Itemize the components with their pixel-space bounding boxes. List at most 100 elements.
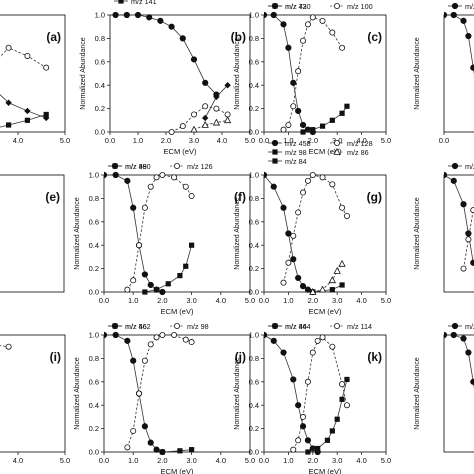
x-tick-label: 4.0 <box>356 456 366 465</box>
data-point <box>285 121 292 128</box>
data-point <box>339 204 346 211</box>
series-line <box>104 174 163 293</box>
data-point <box>470 64 474 71</box>
legend-label: m/z 86 <box>347 148 369 157</box>
panel-label: (g) <box>367 190 382 204</box>
x-tick-label: 4.0 <box>216 296 226 305</box>
data-point <box>318 285 327 293</box>
series-line <box>104 334 163 453</box>
legend-label: m/z 114 <box>347 322 372 331</box>
panel-label: (a) <box>46 30 61 44</box>
data-point <box>134 11 142 19</box>
x-axis-title: ECM (eV) <box>309 307 342 316</box>
data-point <box>213 93 220 101</box>
legend-label: m/z 98 <box>125 162 147 171</box>
y-axis-title: Normalized Abundance <box>414 357 421 429</box>
data-point <box>141 271 148 278</box>
y-axis-title: Normalized Abundance <box>234 357 241 429</box>
data-point <box>319 334 326 341</box>
data-point <box>290 446 297 453</box>
data-point <box>310 127 316 133</box>
plot-frame <box>263 14 387 133</box>
legend-label: m/z 100 <box>347 2 373 11</box>
series-line <box>127 174 192 290</box>
data-point <box>304 378 311 385</box>
legend-entry-marker <box>272 323 278 329</box>
data-point <box>182 336 189 343</box>
data-point <box>304 177 311 184</box>
y-tick-label: 1.0 <box>89 171 99 180</box>
x-tick-label: 0.0 <box>99 296 109 305</box>
y-tick-label: 0.2 <box>89 264 99 273</box>
data-point <box>146 14 153 21</box>
x-tick-label: 3.0 <box>332 456 342 465</box>
plot-area <box>264 331 350 456</box>
data-point <box>24 52 31 59</box>
data-point <box>299 121 307 129</box>
data-point <box>141 204 148 211</box>
data-point <box>147 281 154 289</box>
y-tick-label: 0.2 <box>249 104 259 113</box>
data-point <box>329 428 335 434</box>
legend-label: m/z 126 <box>187 162 213 171</box>
x-tick-label: 0.0 <box>259 136 269 145</box>
legend-label: m/z 478 <box>465 322 474 331</box>
data-point <box>264 171 268 179</box>
x-tick-label: 5.0 <box>245 296 255 305</box>
data-point <box>190 125 198 133</box>
plot-frame <box>0 174 65 293</box>
data-point <box>188 339 195 346</box>
x-tick-label: 1.0 <box>283 296 293 305</box>
data-point <box>460 201 467 208</box>
data-point <box>339 396 345 402</box>
legend-label: m/z 98 <box>285 148 307 157</box>
data-point <box>165 281 171 287</box>
data-point <box>212 118 221 126</box>
data-point <box>290 79 297 86</box>
series-line <box>193 119 228 131</box>
plot-frame <box>263 334 387 453</box>
data-point <box>190 111 197 118</box>
data-point <box>168 128 175 135</box>
data-point <box>470 207 474 214</box>
y-tick-label: 0.6 <box>89 377 99 386</box>
legend-entry-marker <box>333 322 340 329</box>
y-tick-label: 1.0 <box>89 331 99 340</box>
series-line <box>292 336 348 450</box>
legend-entry-marker <box>272 158 278 164</box>
data-point <box>339 282 345 288</box>
data-point <box>304 286 312 293</box>
series-line <box>444 174 474 267</box>
x-tick-label: 4.0 <box>13 136 23 145</box>
data-point <box>319 174 326 181</box>
data-point <box>333 266 341 274</box>
x-tick-label: 4.0 <box>216 456 226 465</box>
data-point <box>43 111 49 118</box>
data-point <box>104 171 108 179</box>
y-tick-label: 0.0 <box>89 288 99 297</box>
panel-label: (f) <box>234 190 246 204</box>
y-axis-title: Normalized Abundance <box>414 197 421 269</box>
y-axis-title: Normalized Abundance <box>80 37 87 109</box>
y-tick-label: 0.8 <box>89 354 99 363</box>
legend-label: m/z 490 <box>125 162 151 171</box>
data-point <box>159 331 166 338</box>
data-point <box>270 11 277 19</box>
x-tick-label: 3.0 <box>189 136 199 145</box>
y-tick-label: 0.8 <box>249 354 259 363</box>
plot-area <box>104 331 195 456</box>
data-point <box>319 123 326 129</box>
legend-label: m/z 492 <box>465 162 474 171</box>
legend-entry-marker <box>333 147 341 155</box>
data-point <box>130 357 137 364</box>
x-tick-label: 3.0 <box>186 296 196 305</box>
data-point <box>324 437 331 443</box>
data-point <box>280 349 287 356</box>
y-tick-label: 0.2 <box>249 424 259 433</box>
series-line <box>0 47 47 68</box>
